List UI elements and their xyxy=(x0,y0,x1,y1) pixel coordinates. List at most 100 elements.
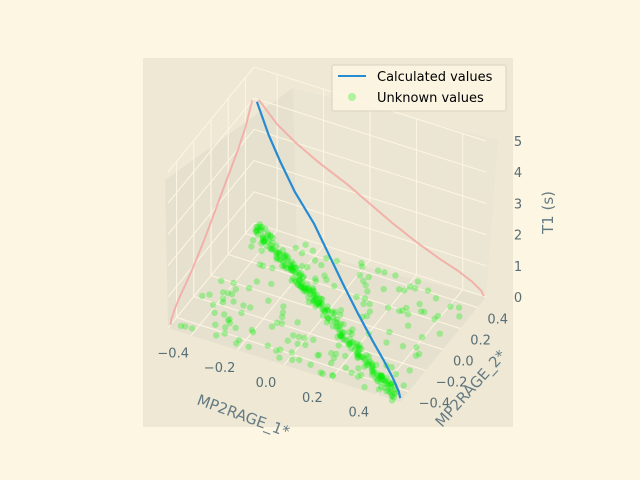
scatter-point xyxy=(337,320,344,328)
scatter-point xyxy=(378,376,385,383)
z-tick-label: 0 xyxy=(514,291,522,306)
scatter-point xyxy=(310,336,317,343)
scatter-point xyxy=(348,339,356,346)
scatter-point xyxy=(365,359,373,366)
scatter-point xyxy=(296,276,303,283)
scatter-point xyxy=(259,235,267,243)
scatter-point xyxy=(305,294,312,301)
z-axis-label: T1 (s) xyxy=(539,191,557,235)
scatter-point xyxy=(335,326,342,333)
scatter-point xyxy=(413,344,420,351)
scatter-point xyxy=(377,373,385,381)
scatter-point xyxy=(275,250,282,257)
scatter-point xyxy=(299,274,307,281)
scatter-point xyxy=(288,258,295,266)
scatter-point xyxy=(249,237,257,244)
scatter-point xyxy=(272,248,279,255)
scatter-point xyxy=(378,384,385,391)
scatter-point xyxy=(424,287,432,294)
scatter-point xyxy=(312,277,319,285)
scatter-point xyxy=(284,256,291,263)
scatter-point xyxy=(323,255,330,262)
scatter-point xyxy=(358,353,365,361)
scatter-point xyxy=(292,278,300,285)
scatter-point xyxy=(298,283,305,290)
scatter-point xyxy=(363,312,371,320)
scatter-point xyxy=(310,297,317,305)
scatter-point xyxy=(404,310,412,318)
scatter-point xyxy=(353,293,360,300)
scatter-point xyxy=(324,315,332,322)
scatter-point xyxy=(312,294,319,302)
scatter-point xyxy=(340,336,347,343)
scatter-point xyxy=(311,291,318,298)
scatter-point xyxy=(267,232,274,239)
scatter-point xyxy=(381,384,389,392)
projection-curve-xz xyxy=(169,100,254,325)
scatter-point xyxy=(366,308,374,315)
scatter-point xyxy=(230,298,237,305)
scatter-point xyxy=(256,261,263,268)
scatter-point xyxy=(296,273,303,280)
legend-label-unknown: Unknown values xyxy=(377,91,484,106)
scatter-point xyxy=(330,313,337,321)
scatter-point xyxy=(310,287,318,295)
legend: Calculated values Unknown values xyxy=(331,64,507,112)
scatter-point xyxy=(273,242,280,249)
scatter-point xyxy=(360,354,368,362)
scatter-point xyxy=(319,312,327,319)
scatter-point xyxy=(264,230,271,237)
z-tick-label: 3 xyxy=(514,197,522,212)
scatter-point xyxy=(288,266,296,273)
scatter-point xyxy=(280,262,288,269)
scatter-point xyxy=(287,261,295,268)
scatter-point xyxy=(307,291,314,298)
scatter-point xyxy=(262,225,269,232)
scatter-point xyxy=(359,263,366,270)
scatter-point xyxy=(292,264,299,272)
scatter-point xyxy=(354,354,361,361)
scatter-point xyxy=(256,221,263,228)
scatter-point xyxy=(279,309,287,316)
scatter-point xyxy=(222,324,229,331)
scatter-point xyxy=(279,247,286,254)
scatter-point xyxy=(329,323,337,330)
scatter-point xyxy=(313,300,321,308)
scatter-point xyxy=(304,284,312,291)
scatter-point xyxy=(307,361,314,368)
scatter-point xyxy=(388,397,396,404)
scatter-point xyxy=(319,306,326,313)
scatter-point xyxy=(333,323,340,331)
scatter-point xyxy=(364,288,371,295)
scatter-point xyxy=(282,264,289,271)
grid-lines xyxy=(167,66,487,395)
scatter-point xyxy=(288,277,295,284)
scatter-point xyxy=(349,326,356,333)
scatter-point xyxy=(295,276,302,283)
scatter-point xyxy=(332,318,339,325)
scatter-point xyxy=(348,369,355,376)
scatter-point xyxy=(211,309,218,316)
scatter-point xyxy=(374,377,381,385)
scatter-series xyxy=(177,221,463,404)
scatter-point xyxy=(373,361,380,369)
scatter-point xyxy=(346,339,353,346)
scatter-point xyxy=(346,340,354,348)
scatter-point xyxy=(300,287,307,294)
scatter-point xyxy=(353,349,361,357)
scatter-point xyxy=(340,335,347,342)
scatter-point xyxy=(412,285,419,292)
scatter-point xyxy=(374,267,382,274)
projection-curve-yz xyxy=(257,99,485,297)
scatter-point xyxy=(261,237,268,245)
scatter-point xyxy=(370,368,377,376)
scatter-point xyxy=(254,231,261,239)
scatter-point xyxy=(294,319,301,326)
scatter-point xyxy=(362,282,369,289)
scatter-point xyxy=(259,233,267,240)
scatter-point xyxy=(292,264,300,271)
scatter-point xyxy=(273,255,280,263)
scatter-point xyxy=(363,361,370,369)
scatter-point xyxy=(274,249,281,256)
